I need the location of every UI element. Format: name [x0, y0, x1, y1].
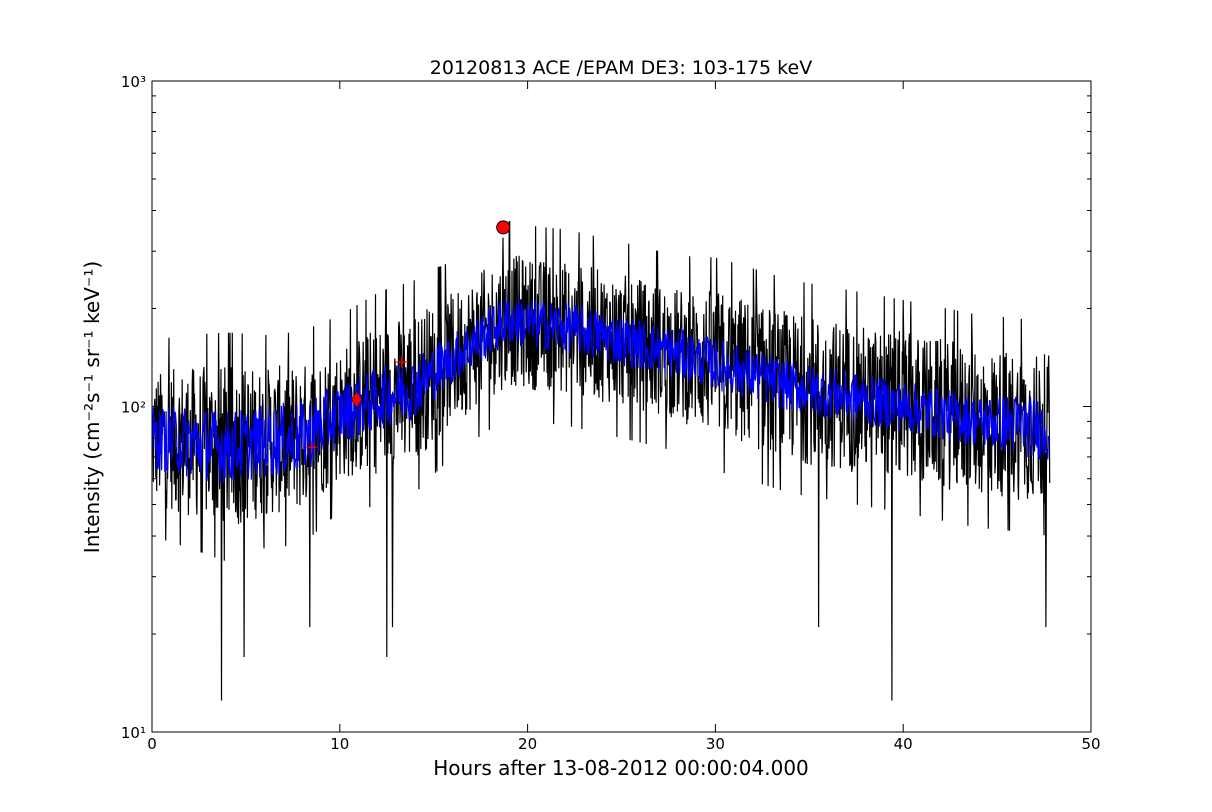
- plot-area: [152, 220, 1051, 701]
- x-axis-label: Hours after 13-08-2012 00:00:04.000: [433, 756, 809, 780]
- plus-marker: [395, 355, 408, 368]
- x-tick-label: 10: [330, 735, 349, 753]
- x-tick-label: 0: [147, 735, 157, 753]
- x-tick-label: 20: [518, 735, 537, 753]
- series-line: [152, 297, 1051, 484]
- axis-ticks: [151, 80, 1092, 733]
- x-tick-label: 50: [1081, 735, 1100, 753]
- y-tick-label: 10²: [121, 399, 146, 417]
- plus-marker: [305, 441, 318, 454]
- x-tick-label: 40: [894, 735, 913, 753]
- x-tick-label: 30: [706, 735, 725, 753]
- peak-marker: [496, 220, 511, 235]
- diamond-marker: [351, 391, 362, 409]
- y-tick-label: 10³: [121, 73, 146, 91]
- y-tick-label: 10¹: [121, 724, 146, 742]
- axis-tick-labels: 0 10 20 30 40 50 10¹ 10² 10³: [121, 73, 1101, 753]
- y-axis-label: Intensity (cm⁻²s⁻¹ sr⁻¹ keV⁻¹): [80, 261, 104, 553]
- chart-title: 20120813 ACE /EPAM DE3: 103-175 keV: [430, 57, 812, 79]
- event-markers: [305, 220, 511, 454]
- smoothed-series-trace: [152, 297, 1051, 484]
